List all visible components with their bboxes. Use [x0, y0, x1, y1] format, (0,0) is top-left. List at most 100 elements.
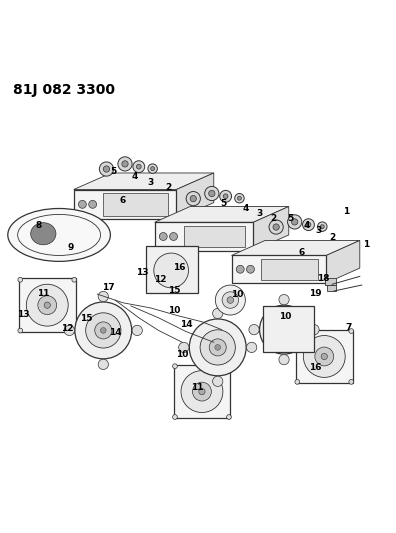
Circle shape	[98, 292, 109, 302]
Circle shape	[227, 364, 231, 368]
Circle shape	[26, 284, 68, 326]
Text: 14: 14	[180, 320, 192, 329]
Circle shape	[72, 328, 76, 333]
Polygon shape	[326, 240, 360, 283]
Text: 4: 4	[303, 221, 310, 230]
Text: 10: 10	[231, 289, 244, 298]
Circle shape	[101, 328, 106, 333]
Circle shape	[18, 277, 23, 282]
Text: 1: 1	[343, 207, 349, 216]
Circle shape	[192, 382, 211, 401]
Text: 12: 12	[154, 275, 167, 284]
Circle shape	[89, 200, 97, 208]
Circle shape	[150, 167, 154, 171]
Circle shape	[277, 322, 291, 337]
Circle shape	[249, 325, 259, 335]
Circle shape	[349, 329, 354, 334]
Circle shape	[190, 196, 196, 202]
Circle shape	[209, 190, 215, 197]
Circle shape	[38, 296, 57, 314]
Bar	[74, 190, 176, 219]
Text: 14: 14	[109, 328, 122, 337]
Bar	[261, 259, 318, 280]
Text: 2: 2	[270, 214, 276, 223]
Circle shape	[220, 190, 232, 202]
Circle shape	[222, 292, 239, 308]
Text: 5: 5	[287, 214, 294, 223]
Circle shape	[186, 191, 200, 206]
Circle shape	[72, 277, 76, 282]
Circle shape	[159, 232, 167, 240]
Polygon shape	[154, 206, 289, 222]
Circle shape	[309, 325, 319, 335]
Circle shape	[213, 308, 223, 319]
Polygon shape	[74, 173, 214, 190]
Circle shape	[169, 232, 177, 240]
Circle shape	[133, 161, 145, 173]
Bar	[232, 255, 326, 283]
Polygon shape	[176, 173, 214, 219]
Text: 1: 1	[363, 240, 369, 249]
Bar	[184, 225, 246, 247]
Circle shape	[287, 215, 302, 229]
Bar	[173, 365, 230, 418]
Circle shape	[303, 219, 314, 231]
Circle shape	[321, 353, 327, 360]
Circle shape	[154, 253, 188, 288]
Circle shape	[189, 319, 246, 376]
Circle shape	[132, 325, 142, 336]
Circle shape	[223, 194, 228, 199]
Circle shape	[247, 265, 254, 273]
Circle shape	[95, 322, 112, 339]
Text: 3: 3	[256, 209, 262, 217]
Text: 16: 16	[173, 263, 185, 272]
Circle shape	[122, 161, 128, 167]
Text: 81J 082 3300: 81J 082 3300	[13, 83, 114, 97]
Text: 9: 9	[68, 244, 74, 253]
Circle shape	[227, 297, 234, 303]
Circle shape	[99, 162, 114, 176]
Circle shape	[247, 342, 257, 352]
Bar	[103, 193, 168, 215]
Text: 10: 10	[176, 350, 188, 359]
Bar	[146, 246, 198, 293]
Circle shape	[98, 359, 109, 369]
Ellipse shape	[8, 208, 110, 261]
Bar	[325, 278, 336, 285]
Circle shape	[118, 157, 132, 171]
Circle shape	[318, 222, 327, 231]
Circle shape	[181, 370, 223, 413]
Circle shape	[209, 339, 226, 356]
Text: 2: 2	[165, 183, 171, 192]
Circle shape	[306, 222, 311, 227]
Circle shape	[295, 329, 300, 334]
Circle shape	[273, 224, 279, 230]
Circle shape	[78, 200, 86, 208]
Text: 13: 13	[17, 310, 30, 319]
Text: 10: 10	[280, 312, 292, 321]
Circle shape	[173, 415, 177, 419]
Text: 8: 8	[36, 221, 42, 230]
Circle shape	[291, 219, 298, 225]
Ellipse shape	[30, 223, 56, 245]
Circle shape	[18, 328, 23, 333]
Circle shape	[282, 327, 286, 332]
Text: 16: 16	[309, 364, 322, 373]
Circle shape	[269, 220, 283, 234]
Text: 3: 3	[148, 179, 154, 187]
Text: 4: 4	[132, 172, 138, 181]
Circle shape	[75, 302, 132, 359]
Circle shape	[137, 164, 141, 169]
Circle shape	[295, 379, 300, 384]
Circle shape	[303, 336, 345, 377]
Circle shape	[349, 379, 354, 384]
Text: 13: 13	[136, 268, 148, 277]
Polygon shape	[253, 206, 289, 251]
Circle shape	[179, 342, 189, 352]
Text: 2: 2	[329, 233, 335, 242]
Text: 11: 11	[37, 289, 50, 298]
Text: 15: 15	[168, 286, 181, 295]
Circle shape	[227, 415, 231, 419]
Circle shape	[173, 364, 177, 368]
Text: 19: 19	[309, 289, 322, 298]
